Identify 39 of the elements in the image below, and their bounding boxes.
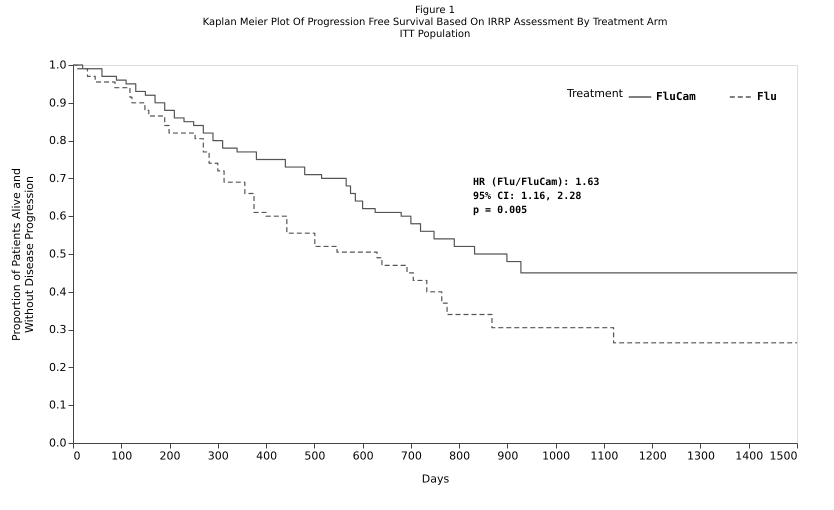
text: Proportion of Patients Alive and bbox=[10, 168, 24, 341]
x-tick-label: 1100 bbox=[590, 450, 618, 462]
y-tick-label: 1.0 bbox=[49, 58, 66, 72]
x-axis-title: Days bbox=[422, 472, 450, 486]
annotation: p = 0.005 bbox=[473, 205, 528, 216]
text: ITT Population bbox=[400, 29, 470, 40]
x-tick-label: 1000 bbox=[542, 450, 570, 462]
x-tick-label: 100 bbox=[111, 450, 132, 462]
x-tick-label: 800 bbox=[449, 450, 470, 462]
x-tick-label: 600 bbox=[352, 450, 374, 462]
x-tick-label: 1300 bbox=[686, 450, 715, 462]
y-tick-label: 0.4 bbox=[49, 285, 66, 298]
legend-label: Flu bbox=[757, 90, 777, 103]
y-tick-label: 0.1 bbox=[49, 398, 66, 412]
legend-label: FluCam bbox=[656, 90, 696, 103]
annotation: HR (Flu/FluCam): 1.63 bbox=[473, 177, 600, 188]
y-tick-label: 0.6 bbox=[49, 210, 66, 223]
y-tick-label: 0.7 bbox=[49, 172, 66, 185]
y-tick-label: 0.3 bbox=[49, 323, 66, 336]
text: Without Disease Progression bbox=[23, 176, 36, 333]
text: Figure 1 bbox=[414, 5, 456, 16]
x-tick-label: 200 bbox=[160, 450, 181, 462]
x-tick-label: 900 bbox=[497, 450, 518, 462]
x-tick-label: 1400 bbox=[735, 450, 764, 462]
y-tick-label: 0.5 bbox=[49, 248, 66, 260]
y-tick-label: 0.0 bbox=[49, 436, 66, 450]
x-tick-label: 500 bbox=[304, 450, 326, 462]
y-tick-label: 0.2 bbox=[49, 360, 66, 374]
legend-title: Treatment bbox=[566, 87, 624, 100]
text: Kaplan Meier Plot Of Progression Free Survival Based On IRRP Assessment By Treatment Arm bbox=[202, 17, 668, 28]
y-tick-label: 0.9 bbox=[49, 96, 66, 110]
x-tick-label: 300 bbox=[208, 450, 229, 462]
x-tick-label: 400 bbox=[256, 450, 278, 462]
x-tick-label: 1200 bbox=[638, 450, 667, 462]
x-tick-label: 700 bbox=[400, 450, 422, 462]
annotation: 95% CI: 1.16, 2.28 bbox=[473, 191, 582, 202]
y-tick-label: 0.8 bbox=[49, 134, 66, 148]
x-tick-label: 0 bbox=[74, 450, 80, 462]
x-tick-label: 1500 bbox=[770, 450, 798, 462]
